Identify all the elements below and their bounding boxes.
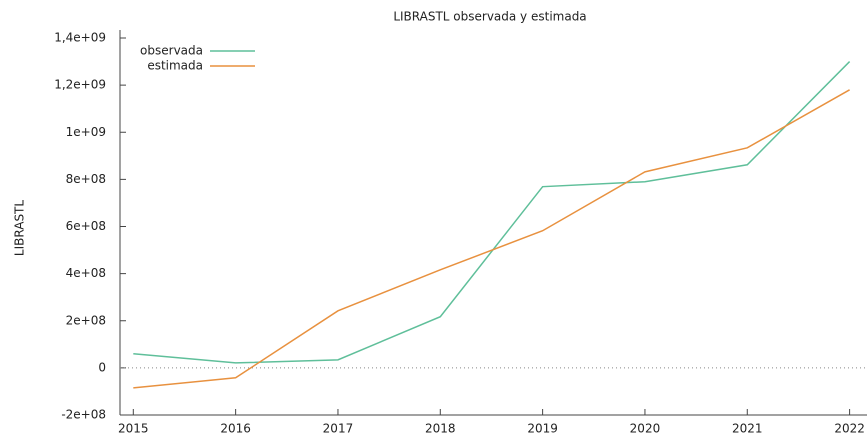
x-tick-label: 2021 (732, 422, 763, 436)
y-tick-label: 1,2e+09 (54, 78, 106, 92)
y-axis-label: LIBRASTL (13, 200, 27, 256)
y-tick-label: 8e+08 (66, 172, 106, 186)
series-line (133, 89, 850, 389)
y-tick-label: 1,4e+09 (54, 31, 106, 45)
y-tick-label: 0 (98, 360, 106, 374)
x-tick-label: 2020 (630, 422, 661, 436)
x-tick-label: 2015 (118, 422, 149, 436)
series-line (133, 61, 851, 364)
x-tick-label: 2017 (323, 422, 354, 436)
x-tick-label: 2018 (425, 422, 456, 436)
y-tick-label: 6e+08 (66, 219, 106, 233)
x-tick-label: 2022 (834, 422, 865, 436)
y-tick-label: 2e+08 (66, 313, 106, 327)
y-tick-label: 1e+09 (66, 125, 106, 139)
chart-title: LIBRASTL observada y estimada (393, 10, 586, 24)
legend-label: observada (140, 44, 203, 58)
legend-label: estimada (147, 59, 203, 73)
x-tick-label: 2019 (527, 422, 558, 436)
x-tick-label: 2016 (220, 422, 251, 436)
y-tick-label: 4e+08 (66, 266, 106, 280)
y-tick-label: -2e+08 (61, 408, 106, 422)
